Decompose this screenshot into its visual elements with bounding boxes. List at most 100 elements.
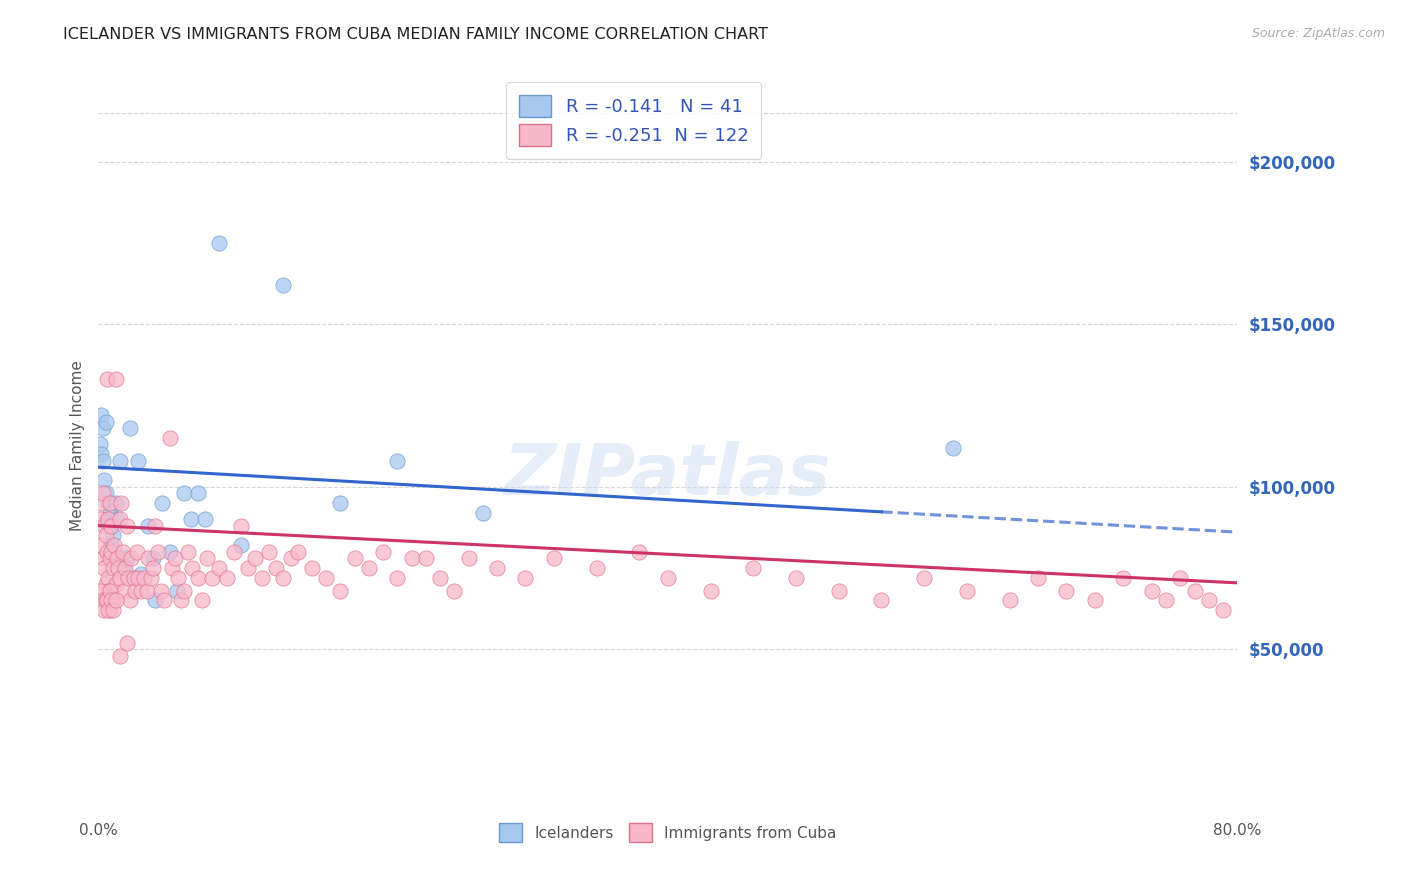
Point [870, 593, 893, 607]
Point [91, 453, 114, 467]
Point [195, 551, 218, 566]
Point [657, 571, 679, 585]
Point [96, 544, 118, 558]
Point [1170, 571, 1192, 585]
Point [167, 571, 190, 585]
Point [97, 496, 120, 510]
Point [180, 512, 202, 526]
Point [111, 544, 134, 558]
Point [90, 447, 112, 461]
Point [373, 544, 395, 558]
Point [486, 561, 509, 575]
Point [101, 528, 124, 542]
Point [457, 551, 479, 566]
Point [98, 583, 121, 598]
Point [401, 551, 423, 566]
Text: ICELANDER VS IMMIGRANTS FROM CUBA MEDIAN FAMILY INCOME CORRELATION CHART: ICELANDER VS IMMIGRANTS FROM CUBA MEDIAN… [63, 27, 768, 42]
Point [301, 561, 323, 575]
Point [742, 561, 765, 575]
Y-axis label: Median Family Income: Median Family Income [69, 360, 84, 532]
Point [89, 437, 111, 451]
Point [145, 593, 167, 607]
Point [152, 496, 174, 510]
Point [785, 571, 807, 585]
Point [135, 583, 157, 598]
Point [103, 538, 125, 552]
Point [343, 551, 366, 566]
Point [187, 571, 209, 585]
Point [100, 544, 122, 558]
Point [115, 551, 138, 566]
Point [114, 561, 136, 575]
Point [145, 518, 167, 533]
Point [89, 512, 111, 526]
Point [942, 441, 965, 455]
Point [141, 561, 163, 575]
Point [222, 544, 245, 558]
Point [1112, 571, 1135, 585]
Point [122, 571, 145, 585]
Point [329, 496, 352, 510]
Point [387, 571, 409, 585]
Text: Source: ZipAtlas.com: Source: ZipAtlas.com [1251, 27, 1385, 40]
Point [93, 603, 115, 617]
Point [387, 453, 409, 467]
Point [129, 583, 152, 598]
Point [96, 512, 118, 526]
Point [101, 561, 124, 575]
Point [124, 583, 146, 598]
Point [118, 593, 141, 607]
Point [153, 593, 176, 607]
Point [173, 583, 195, 598]
Point [104, 496, 127, 510]
Point [136, 518, 159, 533]
Point [515, 571, 537, 585]
Point [97, 583, 120, 598]
Point [96, 372, 118, 386]
Point [98, 506, 121, 520]
Point [132, 571, 155, 585]
Point [1140, 583, 1163, 598]
Point [94, 528, 117, 542]
Point [543, 551, 565, 566]
Point [173, 486, 195, 500]
Point [215, 571, 238, 585]
Point [107, 561, 129, 575]
Point [115, 518, 138, 533]
Point [98, 551, 121, 566]
Point [127, 571, 149, 585]
Point [273, 571, 295, 585]
Point [159, 544, 181, 558]
Point [91, 421, 114, 435]
Point [125, 544, 148, 558]
Point [112, 583, 135, 598]
Point [94, 577, 117, 591]
Point [93, 473, 115, 487]
Point [100, 593, 122, 607]
Point [90, 408, 112, 422]
Point [93, 561, 115, 575]
Point [89, 583, 111, 598]
Point [108, 512, 131, 526]
Point [287, 544, 309, 558]
Point [177, 544, 200, 558]
Point [243, 551, 266, 566]
Point [120, 551, 142, 566]
Point [103, 544, 125, 558]
Point [98, 603, 121, 617]
Point [148, 544, 170, 558]
Point [104, 372, 127, 386]
Point [94, 486, 117, 500]
Point [110, 496, 132, 510]
Point [194, 512, 217, 526]
Point [139, 571, 162, 585]
Point [91, 551, 114, 566]
Point [1154, 593, 1177, 607]
Point [94, 415, 117, 429]
Point [162, 561, 184, 575]
Point [122, 571, 145, 585]
Point [104, 593, 127, 607]
Point [115, 635, 138, 649]
Point [191, 593, 214, 607]
Point [166, 583, 188, 598]
